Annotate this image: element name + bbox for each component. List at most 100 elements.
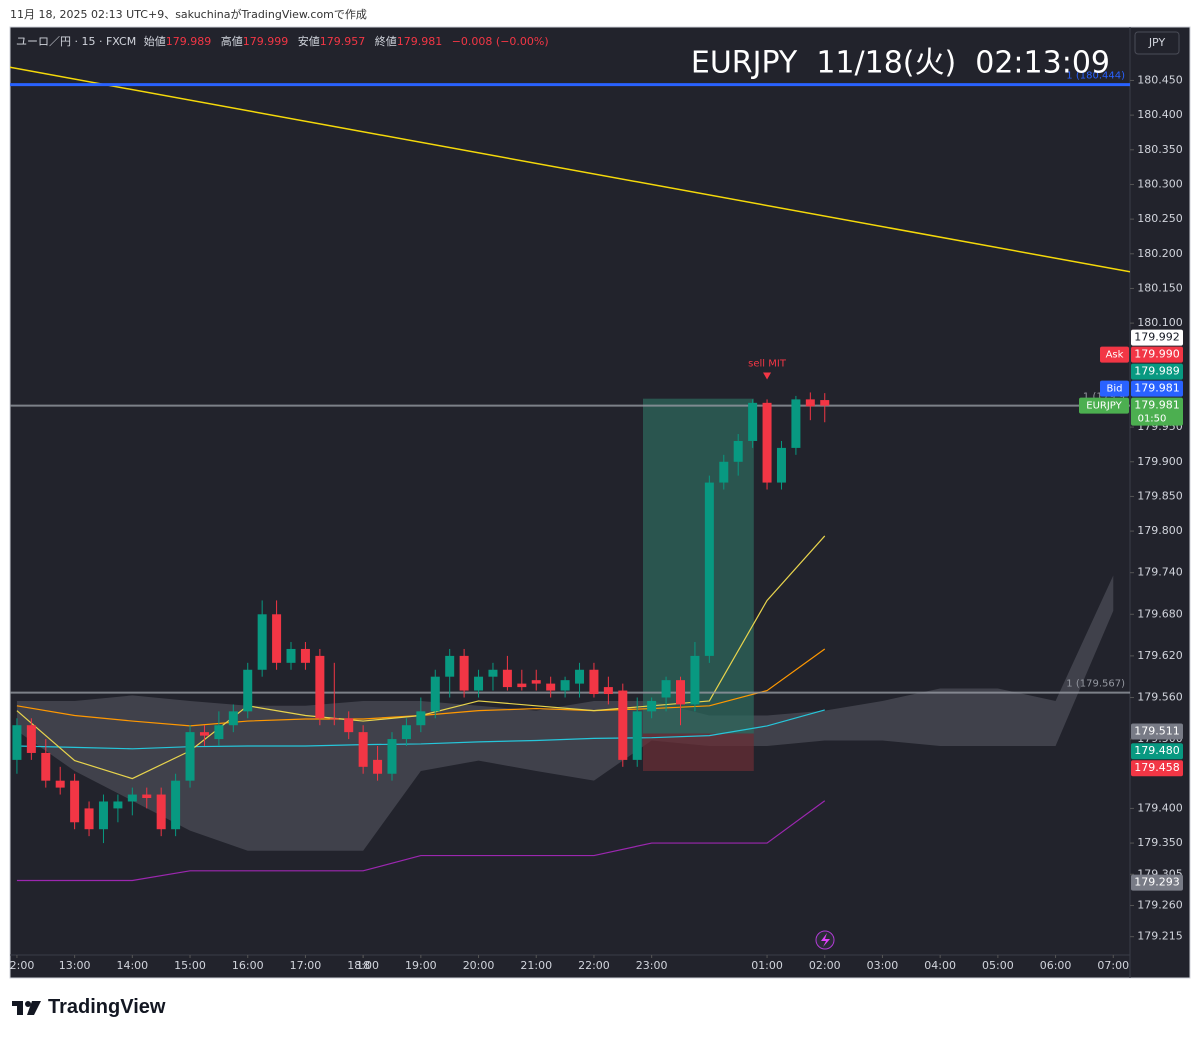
x-tick-label: 21:00 [520, 959, 552, 972]
candle-body [286, 648, 296, 663]
x-tick-label: 01:00 [751, 959, 783, 972]
x-tick-label: 19:00 [405, 959, 437, 972]
candle-body [329, 718, 339, 720]
candle-body [401, 725, 411, 740]
y-tick-label: 179.215 [1137, 930, 1183, 943]
x-tick-label: 16:00 [232, 959, 264, 972]
marker-label: sell MIT [748, 358, 787, 369]
candle-body [142, 794, 152, 799]
candle-body [589, 669, 599, 695]
ohlc-value: 179.957 [319, 35, 366, 48]
candle-body [675, 680, 685, 705]
chart-frame [9, 26, 1191, 979]
candle-body [373, 759, 383, 774]
x-tick-label: 03:00 [867, 959, 899, 972]
y-tick-label: 180.100 [1137, 316, 1183, 329]
price-badge-label: 179.981 [1134, 399, 1180, 412]
candle-body [26, 725, 36, 753]
candle-body [603, 687, 613, 695]
x-tick-label: 18 [356, 959, 370, 972]
badge-tag [1100, 380, 1129, 397]
x-tick-label: 15:00 [174, 959, 206, 972]
level-label: 1 (179.567) [1066, 679, 1125, 690]
candle-body [488, 669, 498, 677]
footer: TradingView [12, 996, 165, 1019]
candle-body [344, 718, 354, 733]
x-tick-label: 05:00 [982, 959, 1014, 972]
price-badge [1131, 397, 1183, 426]
level-label: 1 (180.444) [1066, 71, 1125, 82]
ohlc-value: 179.981 [396, 35, 443, 48]
ohlc-label: 高値 [220, 35, 243, 48]
y-tick-label: 180.300 [1137, 177, 1183, 190]
symbol: ユーロ／円 · 15 · FXCM [16, 35, 137, 48]
indicator-line [16, 709, 825, 750]
x-tick-label: 23:00 [636, 959, 668, 972]
ohlc-label: 始値 [143, 35, 166, 48]
badge-tag [1079, 397, 1129, 414]
currency-button[interactable] [1134, 31, 1180, 55]
order-marker [763, 372, 772, 380]
y-tick-label: 180.400 [1137, 108, 1183, 121]
candle-body [185, 732, 195, 781]
x-tick-label: 17:00 [290, 959, 322, 972]
brand-logo [12, 1000, 41, 1015]
x-tick-label: 04:00 [924, 959, 956, 972]
candle-body [98, 801, 108, 830]
x-tick-label: 06:00 [1040, 959, 1072, 972]
candle-body [272, 614, 282, 663]
candle-body [647, 700, 657, 712]
candle-body [387, 739, 397, 774]
candle-body [690, 655, 700, 705]
loss-zone [642, 733, 754, 771]
x-tick-label: 18:00 [347, 959, 379, 972]
candle-body [113, 801, 123, 809]
candle-body [257, 614, 267, 670]
y-tick-label: 179.900 [1137, 455, 1183, 468]
alert-bolt [821, 933, 830, 947]
price-badge-label: 179.458 [1134, 761, 1180, 774]
level-label: 1 (179.9 [1083, 392, 1125, 403]
y-tick-label: 179.850 [1137, 489, 1183, 502]
overlay-title: EURJPY 11/18(火) 02:13:09 [691, 46, 1110, 81]
currency-label[interactable]: JPY [1148, 36, 1166, 49]
y-tick-label: 179.560 [1137, 690, 1183, 703]
price-badge-label: 179.992 [1134, 331, 1180, 344]
candle-body [459, 655, 469, 691]
y-tick-label: 180.150 [1137, 281, 1183, 294]
candle-body [575, 669, 585, 684]
candle-body [661, 680, 671, 698]
axes: 180.450 180.400 180.350 180.300 180.250 180.2… [10, 73, 1183, 972]
price-badge-label: 179.989 [1134, 365, 1180, 378]
candle-body [243, 669, 253, 712]
candle-body [618, 690, 628, 760]
candle-body [517, 683, 527, 688]
price-badge-label: 179.293 [1134, 876, 1180, 889]
candle-body [733, 440, 743, 462]
candle-body [214, 725, 224, 740]
candle-body [416, 711, 426, 726]
candle-body [84, 808, 94, 830]
candle-body [445, 655, 455, 677]
caption: 11月 18, 2025 02:13 UTC+9、sakuchinaがTradi… [10, 8, 367, 21]
candle-body [199, 732, 209, 736]
price-badge-label: 179.511 [1134, 724, 1180, 737]
candle-body [805, 399, 815, 407]
candle-body [55, 780, 65, 788]
countdown: 01:50 [1138, 414, 1167, 425]
plot-area: 1 (180.444) 1 (179.9 1 (179.567) sell MIT [10, 66, 1130, 882]
price-badge-label: 179.480 [1134, 744, 1180, 757]
candle-body [41, 752, 51, 781]
candle-body [560, 680, 570, 691]
candle-body [820, 400, 830, 406]
candle-body [719, 461, 729, 483]
y-tick-label: 180.450 [1137, 73, 1183, 86]
brand-name: TradingView [48, 996, 166, 1018]
candle-body [300, 648, 310, 663]
x-tick-label: 13:00 [59, 959, 91, 972]
ohlc-label: 終値 [374, 35, 397, 48]
legend: ユーロ／円 · 15 · FXCM 始値179.989 高値179.999 安値… [16, 33, 555, 49]
y-tick-label: 180.200 [1137, 247, 1183, 260]
